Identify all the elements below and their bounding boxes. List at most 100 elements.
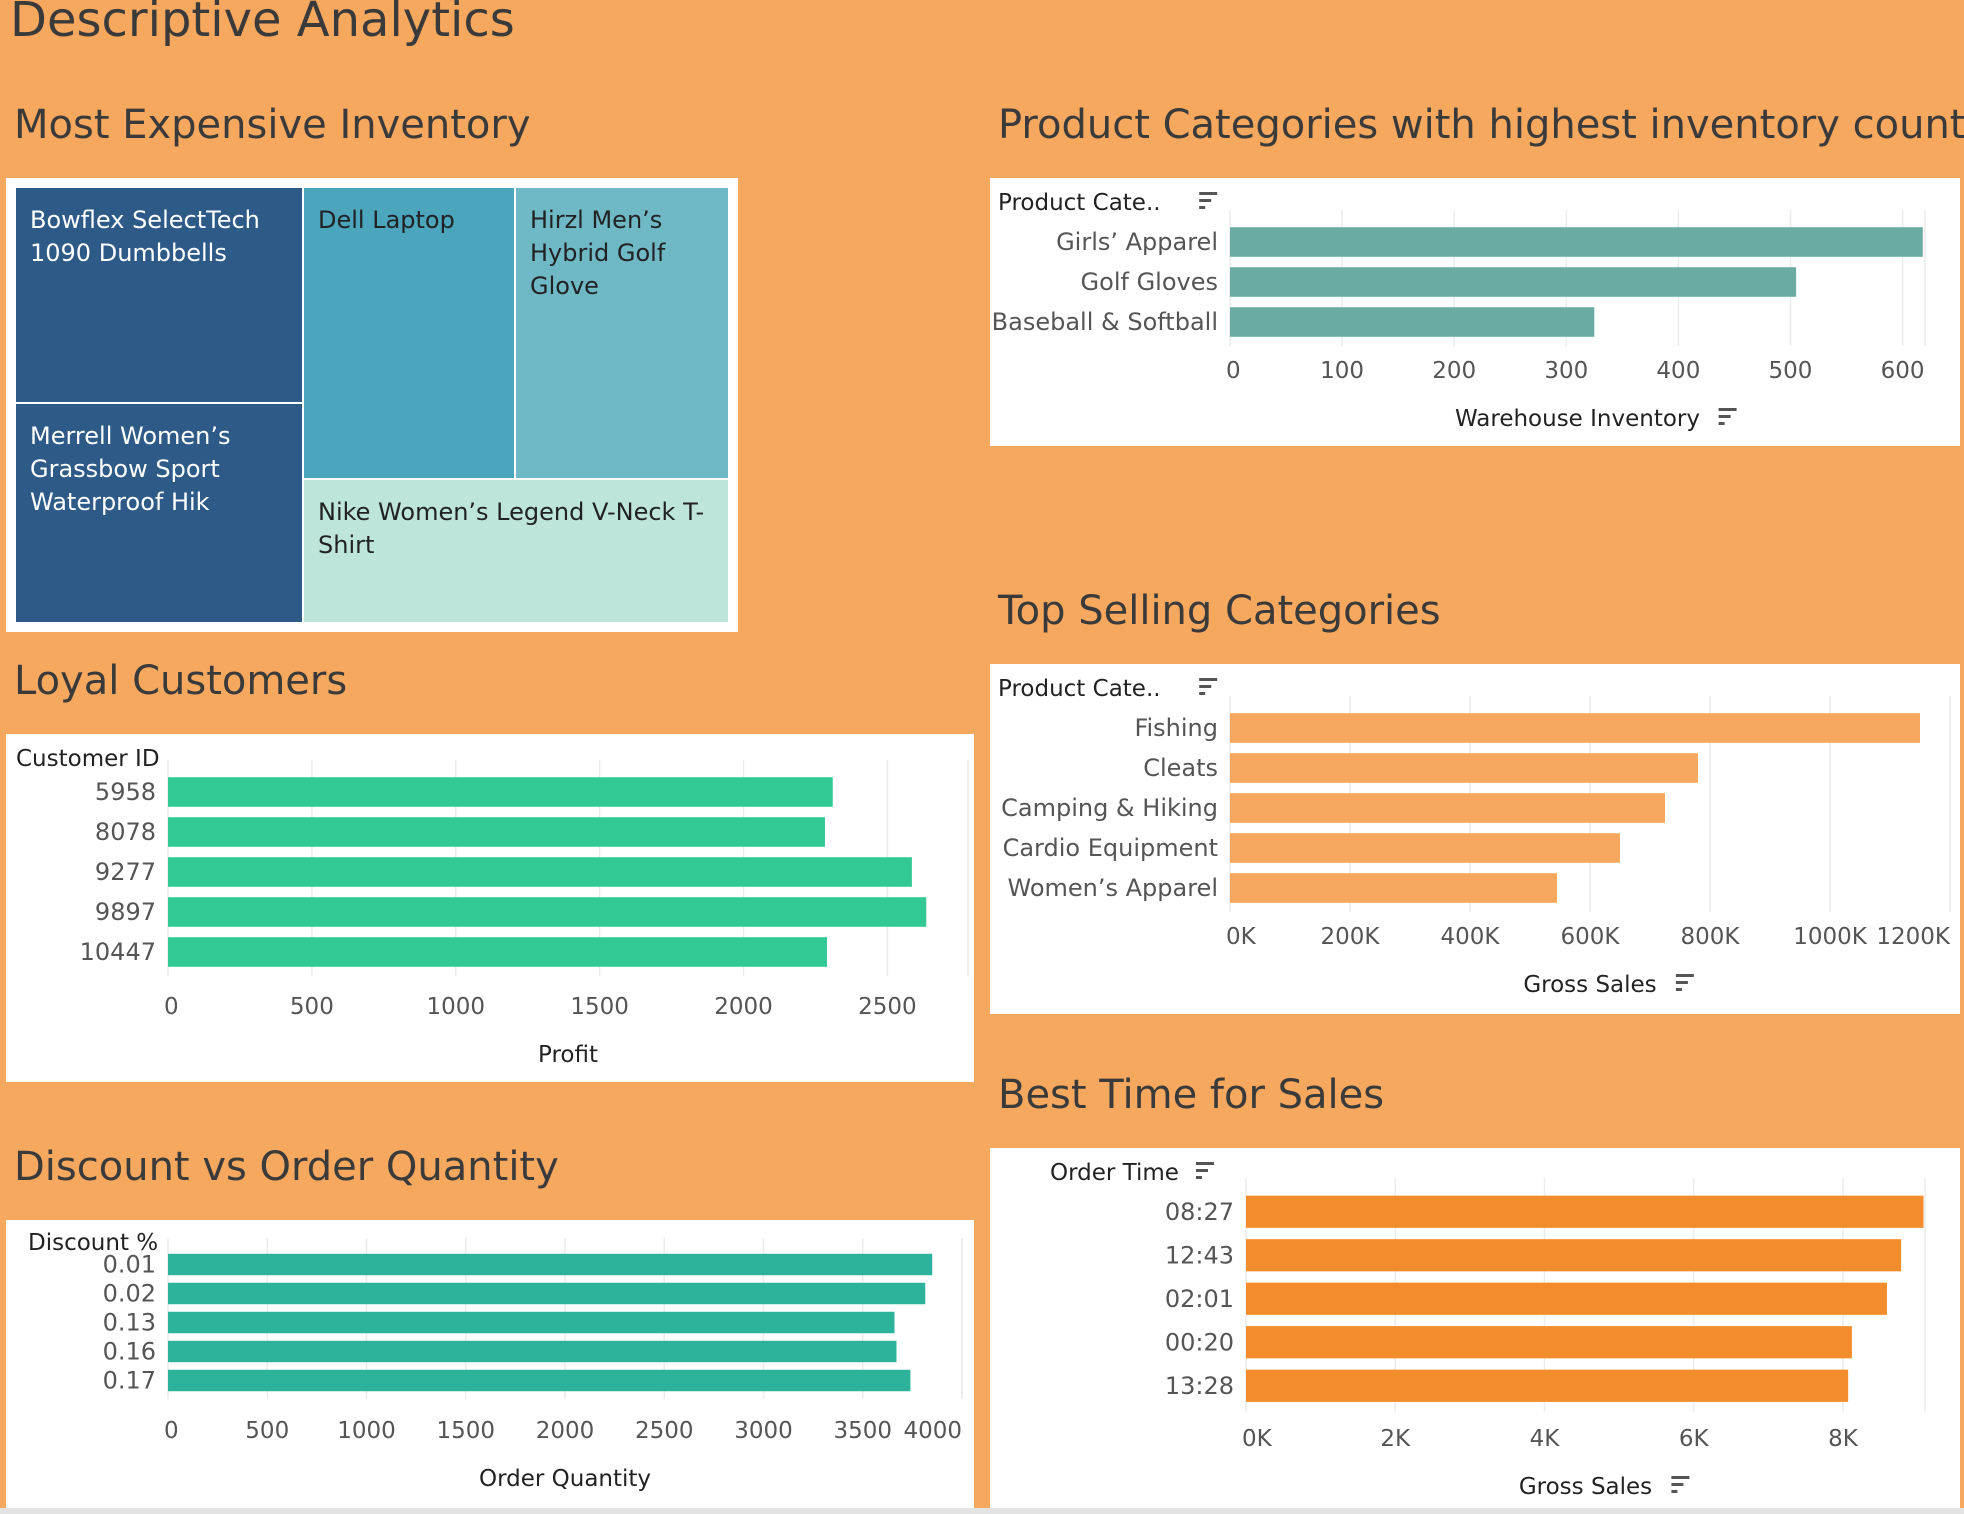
tick-label: 3000 bbox=[734, 1418, 793, 1444]
treemap-tile[interactable]: Merrell Women’s Grassbow Sport Waterproo… bbox=[16, 404, 304, 622]
bar[interactable] bbox=[1230, 873, 1557, 903]
bar[interactable] bbox=[1246, 1326, 1852, 1359]
category-label: 08:27 bbox=[1165, 1198, 1234, 1226]
sort-icon-line bbox=[1675, 981, 1688, 984]
sort-icon-line bbox=[1199, 678, 1218, 681]
tick-label: 0 bbox=[164, 994, 179, 1020]
best-time-bar-chart: Order Time 08:27 12:43 02:01 00:20 13:28 0K 2K 4… bbox=[1050, 1160, 1926, 1500]
bar[interactable] bbox=[1246, 1195, 1924, 1228]
tick-label: 800K bbox=[1681, 924, 1741, 950]
sort-icon-line bbox=[1199, 685, 1212, 688]
sort-icon[interactable] bbox=[1199, 192, 1218, 209]
besttime-section-title: Best Time for Sales bbox=[998, 1072, 1385, 1118]
page-title: Descriptive Analytics bbox=[10, 0, 515, 48]
tick-label: 400K bbox=[1441, 924, 1501, 950]
besttime-chart-panel: Order Time 08:27 12:43 02:01 00:20 13:28 0K 2K 4… bbox=[990, 1148, 1960, 1514]
treemap-tile-label: Bowflex SelectTech 1090 Dumbbells bbox=[30, 206, 260, 267]
treemap-section-title: Most Expensive Inventory bbox=[14, 102, 531, 148]
sort-icon-line bbox=[1718, 415, 1731, 418]
discount-chart-panel: Discount % 0.01 0.02 0.13 0.16 0.17 0 500 1000 15… bbox=[6, 1220, 974, 1514]
tick-label: 2500 bbox=[635, 1418, 694, 1444]
loyal-customers-bar-chart: Customer ID 5958 8078 9277 9897 10447 0 500 1000… bbox=[16, 746, 969, 1068]
treemap-tile[interactable]: Dell Laptop bbox=[304, 188, 516, 480]
sort-icon-line bbox=[1199, 206, 1206, 209]
category-label: Baseball & Softball bbox=[992, 308, 1218, 336]
tick-label: 600K bbox=[1561, 924, 1621, 950]
tick-label: 0 bbox=[164, 1418, 179, 1444]
bar[interactable] bbox=[1246, 1282, 1887, 1315]
sort-icon[interactable] bbox=[1718, 408, 1737, 425]
discount-section-title: Discount vs Order Quantity bbox=[14, 1144, 559, 1190]
bar[interactable] bbox=[168, 937, 827, 967]
tick-label: 0K bbox=[1242, 1426, 1273, 1452]
treemap-tile-label: Merrell Women’s Grassbow Sport Waterproo… bbox=[30, 422, 231, 516]
sort-icon-line bbox=[1675, 974, 1694, 977]
treemap-tile[interactable]: Hirzl Men’s Hybrid Golf Glove bbox=[516, 188, 728, 480]
tick-label: 1000K bbox=[1793, 924, 1868, 950]
treemap-tile[interactable]: Nike Women’s Legend V-Neck T-Shirt bbox=[304, 480, 728, 622]
sort-icon-line bbox=[1199, 692, 1206, 695]
bar[interactable] bbox=[1230, 833, 1620, 863]
bar[interactable] bbox=[1230, 753, 1698, 783]
category-label: 00:20 bbox=[1165, 1328, 1234, 1356]
sort-icon-line bbox=[1671, 1490, 1678, 1493]
bar[interactable] bbox=[168, 897, 927, 927]
category-label: Girls’ Apparel bbox=[1056, 228, 1218, 256]
treemap-tile[interactable]: Bowflex SelectTech 1090 Dumbbells bbox=[16, 188, 304, 404]
tick-label: 1000 bbox=[337, 1418, 396, 1444]
bar[interactable] bbox=[168, 857, 912, 887]
sort-icon-line bbox=[1718, 408, 1737, 411]
category-label: Golf Gloves bbox=[1081, 268, 1218, 296]
bar[interactable] bbox=[168, 777, 833, 807]
sort-icon[interactable] bbox=[1675, 974, 1694, 991]
top-selling-bar-chart: Product Cate.. Fishing Cleats Camping & Hik… bbox=[998, 676, 1951, 998]
treemap-tile-label: Hirzl Men’s Hybrid Golf Glove bbox=[530, 206, 666, 300]
bar[interactable] bbox=[168, 1311, 895, 1334]
tick-label: 1000 bbox=[426, 994, 485, 1020]
axis-title: Gross Sales bbox=[1523, 972, 1656, 998]
bar[interactable] bbox=[1246, 1239, 1902, 1272]
tick-label: 200K bbox=[1321, 924, 1381, 950]
sort-icon-line bbox=[1675, 988, 1682, 991]
category-label: Cardio Equipment bbox=[1003, 834, 1218, 862]
category-label: 0.13 bbox=[103, 1309, 156, 1337]
category-label: 5958 bbox=[95, 778, 156, 806]
tick-label: 500 bbox=[1769, 358, 1813, 384]
bar[interactable] bbox=[168, 1340, 897, 1363]
tick-label: 0 bbox=[1226, 358, 1241, 384]
bar[interactable] bbox=[168, 1253, 933, 1276]
sort-icon[interactable] bbox=[1196, 1162, 1214, 1179]
tick-label: 600 bbox=[1881, 358, 1925, 384]
discount-bar-chart: Discount %0.010.020.130.160.17 0 500 1000 15… bbox=[28, 1230, 963, 1492]
bar[interactable] bbox=[168, 817, 825, 847]
sort-icon[interactable] bbox=[1671, 1476, 1690, 1493]
axis-title: Warehouse Inventory bbox=[1455, 406, 1700, 432]
bar[interactable] bbox=[1230, 307, 1595, 337]
category-label: Women’s Apparel bbox=[1008, 874, 1219, 902]
bar[interactable] bbox=[1230, 793, 1665, 823]
tick-label: 1500 bbox=[570, 994, 629, 1020]
axis-header: Discount % bbox=[28, 1230, 158, 1256]
treemap-panel: Bowflex SelectTech 1090 Dumbbells Merrel… bbox=[6, 178, 738, 632]
axis-header: Customer ID bbox=[16, 746, 160, 772]
bar[interactable] bbox=[1230, 227, 1923, 257]
bar[interactable] bbox=[1230, 267, 1797, 297]
sort-icon[interactable] bbox=[1199, 678, 1218, 695]
tick-label: 2K bbox=[1380, 1426, 1411, 1452]
bar[interactable] bbox=[1246, 1369, 1849, 1402]
category-label: 10447 bbox=[80, 938, 156, 966]
tick-label: 2500 bbox=[858, 994, 917, 1020]
tick-label: 1500 bbox=[436, 1418, 495, 1444]
category-label: Camping & Hiking bbox=[1001, 794, 1218, 822]
category-label: 0.17 bbox=[103, 1367, 156, 1395]
axis-title: Order Quantity bbox=[479, 1466, 651, 1492]
category-label: Cleats bbox=[1143, 754, 1218, 782]
sort-icon-line bbox=[1199, 199, 1212, 202]
bar[interactable] bbox=[1230, 713, 1920, 743]
category-label: 0.16 bbox=[103, 1338, 156, 1366]
bar[interactable] bbox=[168, 1282, 926, 1305]
bar[interactable] bbox=[168, 1369, 911, 1392]
category-label: 8078 bbox=[95, 818, 156, 846]
topselling-chart-panel: Product Cate.. Fishing Cleats Camping & Hik… bbox=[990, 664, 1960, 1014]
topselling-section-title: Top Selling Categories bbox=[998, 588, 1441, 634]
